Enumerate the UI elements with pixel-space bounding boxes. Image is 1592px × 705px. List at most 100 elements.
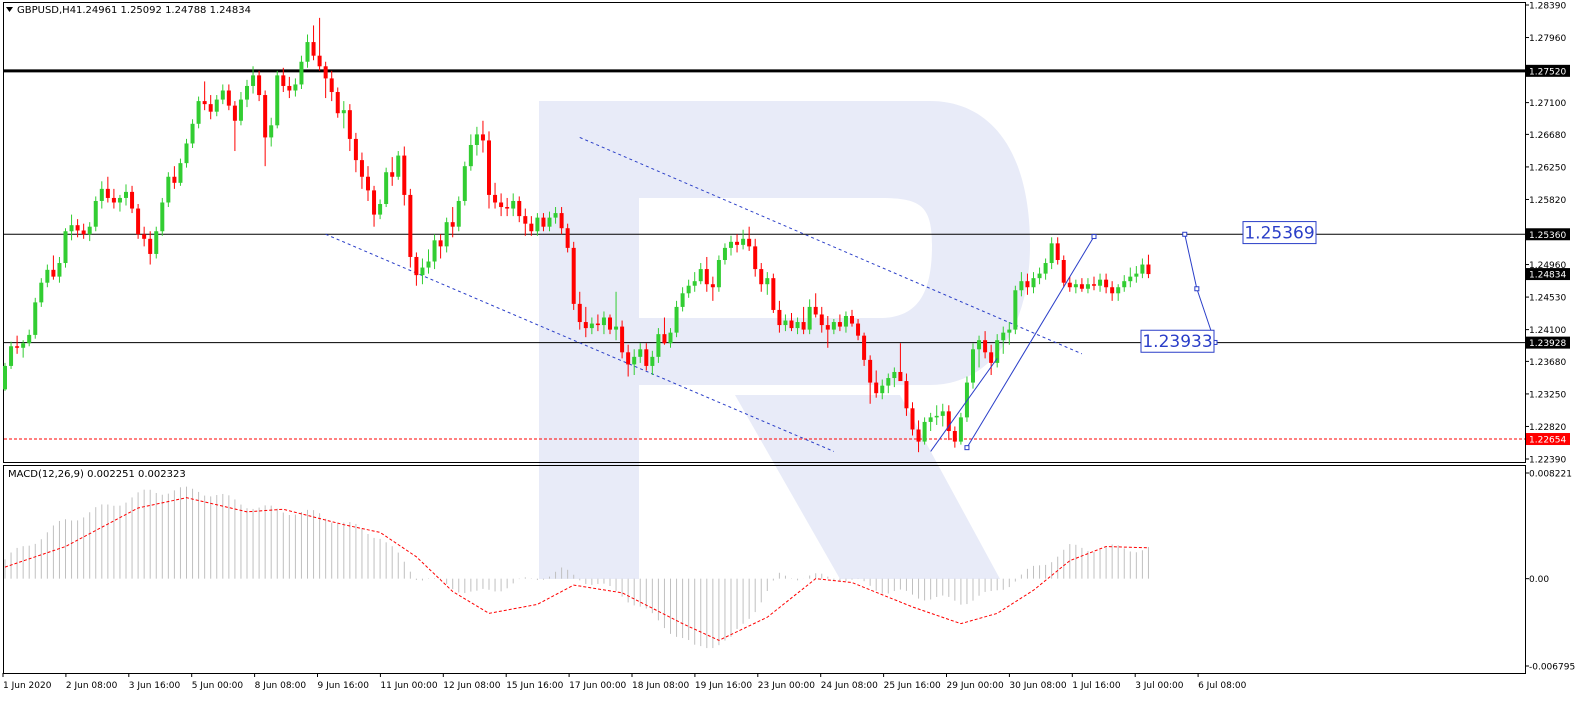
candle xyxy=(1049,237,1054,270)
candle xyxy=(614,291,619,341)
candle-body xyxy=(1067,282,1072,288)
candle-body xyxy=(1110,287,1115,294)
candle-body xyxy=(1098,279,1103,286)
candle-body xyxy=(595,323,600,326)
candle xyxy=(426,249,431,274)
candle xyxy=(916,420,921,453)
candle xyxy=(420,258,425,285)
candle xyxy=(335,87,340,118)
price-label-box: 1.27520 xyxy=(1526,64,1570,77)
candle-body xyxy=(499,202,504,208)
candle xyxy=(626,344,631,377)
candle xyxy=(759,263,764,292)
candle xyxy=(305,34,310,68)
candle-body xyxy=(1134,273,1139,277)
candle-body xyxy=(946,411,951,432)
candle-body xyxy=(462,166,467,201)
candle xyxy=(722,243,727,265)
candle xyxy=(1146,254,1151,279)
price-tick-label: 1.23250 xyxy=(1529,390,1566,400)
candle xyxy=(571,241,576,310)
candle-body xyxy=(1001,332,1006,341)
candle-body xyxy=(480,134,485,141)
time-tick-label: 24 Jun 08:00 xyxy=(821,681,878,691)
candle-body xyxy=(105,188,110,198)
time-tick-label: 1 Jun 2020 xyxy=(3,681,52,691)
candle xyxy=(608,314,612,335)
axis-layer: 1.28390 1.27960 1.27100 1.26680 1.26250 1.258… xyxy=(2,2,1575,691)
macd-tick-label: -0.006795 xyxy=(1529,663,1575,673)
candle-body xyxy=(1092,284,1096,286)
candle-body xyxy=(178,163,183,183)
candle xyxy=(117,194,122,212)
candle-body xyxy=(220,90,225,100)
forecast-point xyxy=(1194,286,1200,292)
candle-body xyxy=(856,323,861,336)
candle xyxy=(686,279,691,298)
candle xyxy=(1110,281,1115,301)
candle xyxy=(886,373,891,394)
candle-body xyxy=(650,356,655,366)
candle-body xyxy=(408,194,413,257)
candle xyxy=(1128,267,1133,288)
candle xyxy=(39,278,44,307)
candle-body xyxy=(251,75,256,86)
candle xyxy=(99,181,104,209)
candle-body xyxy=(493,194,498,203)
candle xyxy=(245,79,249,108)
candle xyxy=(517,196,522,223)
candle xyxy=(940,403,945,427)
candle xyxy=(105,176,110,203)
candle xyxy=(263,90,268,167)
candle-body xyxy=(269,125,274,138)
price-label-box: 1.22654 xyxy=(1526,433,1570,446)
candle xyxy=(341,101,346,129)
triangle-down-icon[interactable] xyxy=(6,7,13,12)
symbol-label: GBPUSD,H4 xyxy=(17,5,76,16)
price-label-bg xyxy=(1526,64,1570,77)
candle xyxy=(226,84,231,111)
candle-body xyxy=(662,334,667,344)
price-tick-label: 1.24960 xyxy=(1529,261,1566,271)
candle xyxy=(21,340,26,358)
forecast-label-text: 1.23933 xyxy=(1142,332,1212,352)
macd-label: MACD(12,26,9) 0.002251 0.002323 xyxy=(8,469,186,480)
candle xyxy=(934,405,939,425)
candle-body xyxy=(771,278,776,310)
candle-body xyxy=(952,431,957,442)
candle-body xyxy=(3,365,7,390)
candle-body xyxy=(614,326,619,330)
price-label-box: 1.25360 xyxy=(1526,228,1570,241)
candle-body xyxy=(75,225,80,231)
forecast-label-1: 1.23933 xyxy=(1140,329,1215,353)
candle-body xyxy=(886,378,891,386)
chart-header: GBPUSD,H4 1.24961 1.25092 1.24788 1.2483… xyxy=(6,5,251,16)
candle xyxy=(124,184,128,206)
candle-body xyxy=(553,213,558,218)
candle xyxy=(644,343,649,371)
candle-body xyxy=(813,306,818,315)
candle-body xyxy=(39,282,44,303)
candle-body xyxy=(69,225,74,232)
candle-body xyxy=(850,315,854,324)
candle xyxy=(904,373,909,416)
candle-body xyxy=(777,309,782,326)
time-tick-label: 23 Jun 00:00 xyxy=(758,681,815,691)
candle-body xyxy=(63,231,68,264)
candle-body xyxy=(299,61,304,85)
candle xyxy=(541,213,546,232)
candle xyxy=(547,211,552,232)
candle-body xyxy=(414,256,419,276)
candle xyxy=(952,426,957,448)
price-tick-label: 1.23680 xyxy=(1529,358,1566,368)
candle xyxy=(493,182,498,209)
candle-body xyxy=(353,138,358,161)
candle xyxy=(1073,279,1078,294)
price-label-bg xyxy=(1526,228,1570,241)
candle-body xyxy=(1019,281,1024,291)
candle xyxy=(777,300,782,333)
candle xyxy=(692,272,697,292)
price-tick-label: 1.27100 xyxy=(1529,99,1566,109)
price-label-box: 1.23928 xyxy=(1526,336,1570,349)
candle xyxy=(390,157,395,186)
